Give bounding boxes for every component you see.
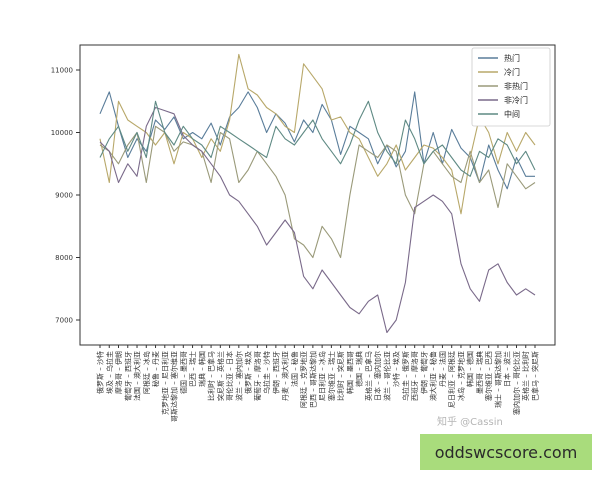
x-tick-label: 澳大利亚 – 秘鲁 bbox=[429, 351, 438, 401]
x-tick-label: 秘鲁 – 丹麦 bbox=[151, 351, 160, 387]
x-tick-label: 伊朗 – 葡萄牙 bbox=[419, 351, 428, 394]
x-tick-label: 德国 – 墨西哥 bbox=[179, 351, 188, 394]
x-tick-label: 墨西哥 – 瑞典 bbox=[475, 351, 484, 394]
x-tick-label: 乌拉圭 – 沙特 bbox=[262, 351, 271, 394]
x-tick-label: 哥斯达黎加 – 塞尔维亚 bbox=[170, 351, 179, 422]
x-tick-label: 塞尔维亚 – 巴西 bbox=[484, 351, 493, 401]
x-tick-label: 比利时 – 突尼斯 bbox=[336, 351, 345, 401]
x-tick-label: 冰岛 – 克罗地亚 bbox=[456, 351, 465, 401]
y-tick-label: 8000 bbox=[55, 254, 73, 262]
x-tick-label: 塞内加尔 – 哥伦比亚 bbox=[512, 351, 521, 415]
y-tick-label: 9000 bbox=[55, 192, 73, 200]
y-axis-ticks: 7000 8000 9000 10000 11000 bbox=[51, 67, 80, 325]
x-tick-label: 突尼斯 – 英格兰 bbox=[216, 351, 225, 401]
x-tick-label: 塞尔维亚 – 瑞士 bbox=[327, 351, 336, 401]
y-tick-label: 7000 bbox=[55, 317, 73, 325]
x-tick-label: 巴西 – 哥斯达黎加 bbox=[308, 351, 317, 408]
x-tick-label: 阿根廷 – 克罗地亚 bbox=[299, 351, 308, 408]
series-line-5 bbox=[99, 100, 536, 177]
x-tick-label: 埃及 – 乌拉圭 bbox=[105, 351, 114, 394]
x-tick-label: 葡萄牙 – 西班牙 bbox=[123, 351, 132, 401]
legend-label: 热门 bbox=[504, 53, 520, 63]
x-tick-label: 沙特 – 埃及 bbox=[392, 351, 401, 387]
series-line-3 bbox=[99, 125, 536, 259]
x-tick-label: 哥伦比亚 – 日本 bbox=[225, 351, 234, 401]
x-tick-label: 俄罗斯 – 沙特 bbox=[96, 351, 105, 394]
x-tick-label: 比利时 – 巴拿马 bbox=[207, 351, 216, 401]
x-tick-label: 日本 – 波兰 bbox=[503, 351, 512, 387]
x-tick-label: 英格兰 – 巴拿马 bbox=[364, 351, 373, 401]
x-tick-label: 韩国 – 墨西哥 bbox=[345, 351, 354, 394]
series-line-4 bbox=[99, 106, 536, 334]
x-tick-label: 瑞士 – 哥斯达黎加 bbox=[493, 351, 502, 408]
x-tick-label: 波兰 – 哥伦比亚 bbox=[382, 351, 391, 401]
series-lines bbox=[99, 53, 536, 334]
x-tick-label: 巴西 – 瑞士 bbox=[188, 351, 197, 387]
x-tick-label: 克罗地亚 – 尼日利亚 bbox=[160, 351, 169, 415]
x-tick-label: 俄罗斯 – 埃及 bbox=[244, 351, 253, 394]
x-tick-label: 巴拿马 – 突尼斯 bbox=[531, 351, 540, 401]
x-tick-label: 丹麦 – 法国 bbox=[438, 351, 447, 387]
x-tick-label: 瑞典 – 韩国 bbox=[197, 351, 206, 387]
legend-label: 中间 bbox=[504, 109, 520, 119]
x-tick-label: 尼日利亚 – 阿根廷 bbox=[447, 351, 456, 408]
x-tick-label: 韩国 – 德国 bbox=[466, 351, 475, 387]
x-tick-label: 乌拉圭 – 俄罗斯 bbox=[401, 351, 410, 401]
x-tick-label: 西班牙 – 摩洛哥 bbox=[410, 351, 419, 401]
x-axis-ticks: 俄罗斯 – 沙特 埃及 – 乌拉圭 摩洛哥 – 伊朗 葡萄牙 – 西班牙 法国 – 澳大… bbox=[96, 345, 540, 422]
x-tick-label: 日本 – 塞内加尔 bbox=[373, 351, 382, 401]
site-banner[interactable]: oddswcscore.com bbox=[420, 434, 592, 470]
x-tick-label: 英格兰 – 比利时 bbox=[521, 351, 530, 401]
legend-label: 冷门 bbox=[504, 67, 520, 77]
y-tick-label: 11000 bbox=[51, 67, 73, 75]
watermark: 知乎 @Cassin bbox=[437, 417, 503, 428]
x-tick-label: 法国 – 澳大利亚 bbox=[133, 351, 142, 401]
legend-box bbox=[471, 47, 551, 127]
x-tick-label: 德国 – 瑞典 bbox=[355, 351, 364, 387]
x-tick-label: 伊朗 – 西班牙 bbox=[271, 351, 280, 394]
legend-label: 非热门 bbox=[504, 81, 528, 91]
x-tick-label: 丹麦 – 澳大利亚 bbox=[281, 351, 290, 401]
series-line-1 bbox=[99, 91, 535, 190]
y-tick-label: 10000 bbox=[51, 129, 73, 137]
series-line-2 bbox=[99, 53, 536, 215]
x-tick-label: 葡萄牙 – 摩洛哥 bbox=[253, 351, 262, 401]
x-tick-label: 法国 – 秘鲁 bbox=[290, 351, 299, 387]
legend-label: 非冷门 bbox=[504, 95, 528, 105]
x-tick-label: 波兰 – 塞内加尔 bbox=[234, 351, 243, 401]
x-tick-label: 阿根廷 – 冰岛 bbox=[142, 351, 151, 394]
x-tick-label: 尼日利亚 – 冰岛 bbox=[318, 351, 327, 401]
x-tick-label: 摩洛哥 – 伊朗 bbox=[114, 351, 123, 394]
